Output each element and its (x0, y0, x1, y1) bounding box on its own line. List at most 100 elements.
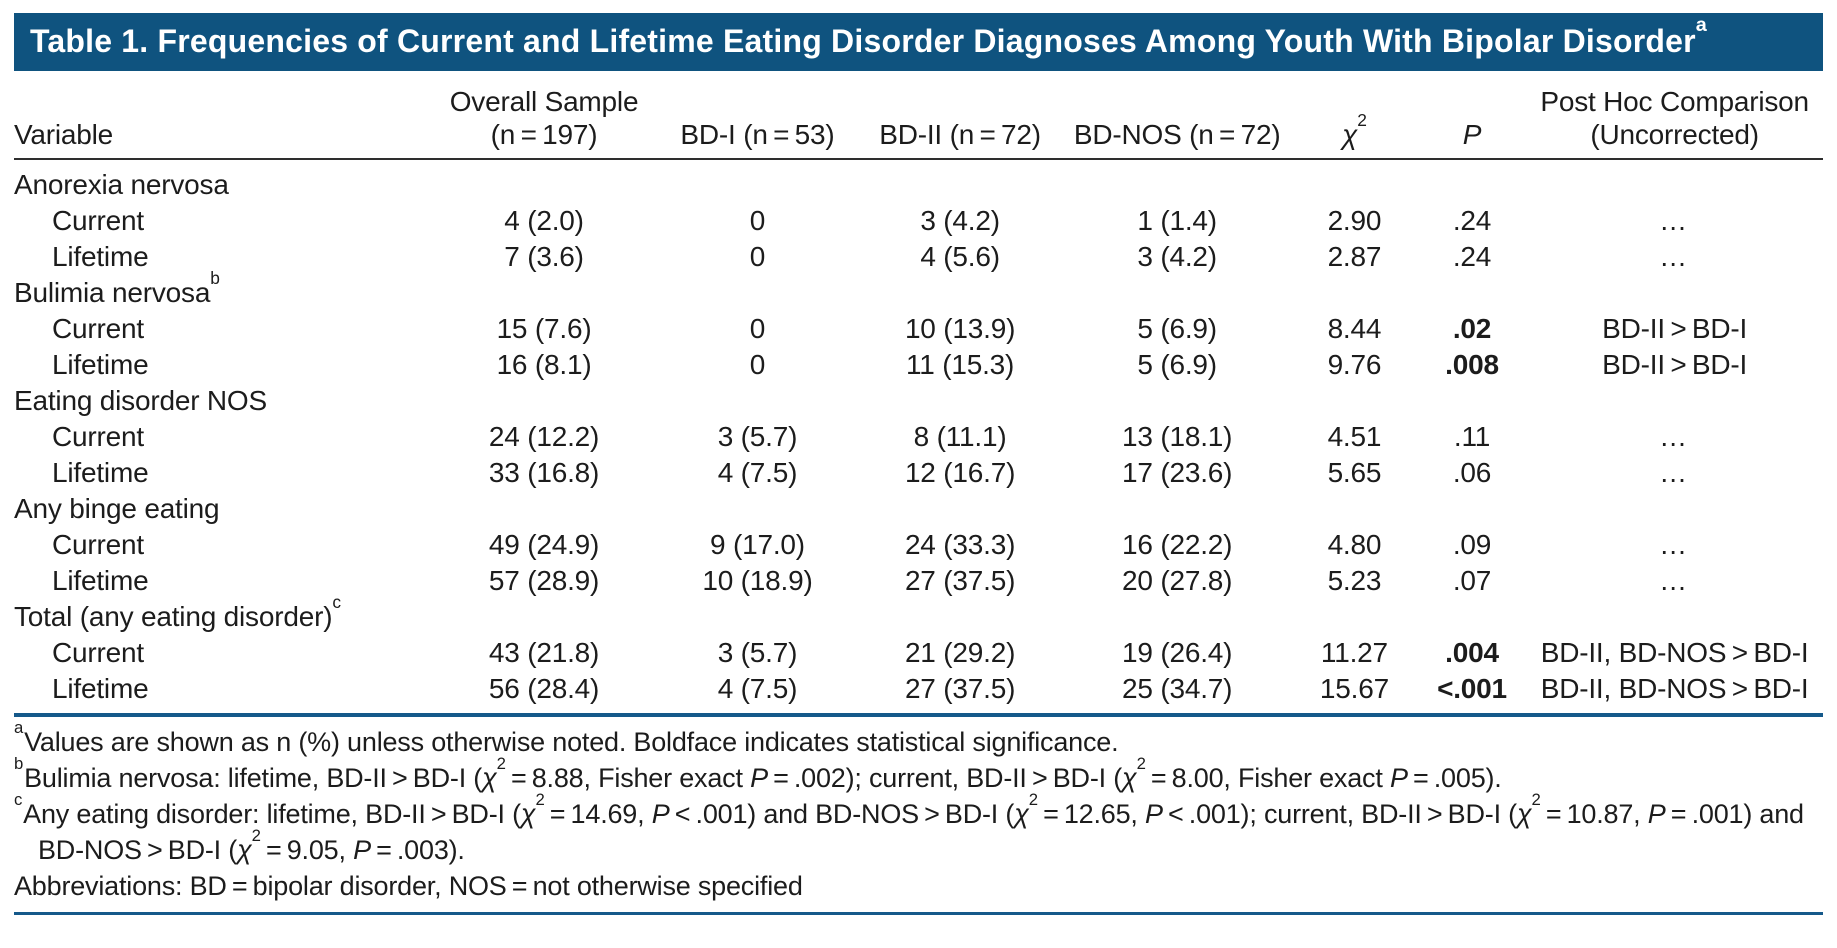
footnotes: aValues are shown as n (%) unless otherw… (14, 713, 1823, 904)
section-label: Anorexia nervosa (14, 169, 229, 200)
table-row: Lifetime 7 (3.6) 0 4 (5.6) 3 (4.2) 2.87.24… (14, 239, 1823, 275)
value-cell-bd-i: 0 (749, 205, 766, 236)
section-label-cell: Any binge eating (14, 491, 1823, 527)
table-row: Lifetime 33 (16.8) 4 (7.5) 12 (16.7) 17 (23.… (14, 455, 1823, 491)
ellipsis: … (1659, 529, 1691, 560)
value-cell-overall-sample: 24 (12.2) (488, 421, 600, 452)
value-cell-bd-i: 10 (18.9) (702, 565, 813, 596)
value-cell-p-value: <.001 (1437, 673, 1507, 704)
value-cell-bd-i: 9 (17.0) (710, 529, 805, 560)
footnote-text: Any eating disorder: lifetime, BD-II > B… (23, 790, 1804, 865)
frequencies-table: Variable Overall Sample (n = 197) BD-I (n =… (14, 85, 1823, 707)
table-row: Current 49 (24.9) 9 (17.0) 24 (33.3) 16 (22.… (14, 527, 1823, 563)
value-cell-post-hoc: … (1526, 419, 1823, 455)
value-cell-p-value: .24 (1452, 241, 1492, 272)
value-cell-p-value: .11 (1453, 421, 1491, 452)
row-label-cell: Current (52, 313, 144, 344)
value-cell-overall-sample: 49 (24.9) (488, 529, 600, 560)
value-cell-bd-nos: 16 (22.2) (1122, 529, 1233, 560)
value-cell-p-value: .09 (1452, 529, 1492, 560)
value-cell-p-value: .02 (1452, 313, 1492, 344)
col-header-line2: BD-II (n = 72) (879, 119, 1041, 150)
row-label-cell: Current (52, 529, 144, 560)
value-cell-bd-i: 4 (7.5) (717, 457, 798, 488)
value-cell-chi-square: 8.44 (1327, 313, 1382, 344)
value-cell-overall-sample: 4 (2.0) (504, 205, 584, 236)
value-cell-bd-ii: 12 (16.7) (904, 457, 1016, 488)
value-cell-chi-square: 2.87 (1327, 241, 1382, 272)
value-cell-overall-sample: 33 (16.8) (488, 457, 600, 488)
value-cell-bd-ii: 10 (13.9) (904, 313, 1016, 344)
footnote-text: Abbreviations: BD = bipolar disorder, NO… (14, 871, 803, 901)
value-cell-chi-square: 4.51 (1327, 421, 1382, 452)
value-cell-bd-nos: 1 (1.4) (1137, 205, 1217, 236)
section-label: Total (any eating disorder) (14, 601, 333, 632)
col-header-line2: Variable (14, 119, 114, 150)
value-cell-bd-ii: 21 (29.2) (904, 637, 1016, 668)
value-cell-bd-i: 0 (749, 349, 766, 380)
col-header-post-hoc: Post Hoc Comparison (Uncorrected) (1526, 85, 1823, 160)
value-cell-post-hoc: … (1526, 203, 1823, 239)
footnote-a: aValues are shown as n (%) unless otherw… (14, 720, 1823, 760)
table-title: Table 1. Frequencies of Current and Life… (30, 23, 1696, 59)
value-cell-post-hoc: BD-II > BD-I (1602, 313, 1748, 344)
bottom-rule (14, 912, 1823, 915)
section-footnote-marker: b (210, 267, 220, 288)
col-header-variable: Variable (14, 85, 431, 160)
col-header-overall-sample: Overall Sample (n = 197) (430, 85, 658, 160)
value-cell-bd-ii: 27 (37.5) (904, 565, 1016, 596)
col-header-bd-i: BD-I (n = 53) (657, 85, 857, 160)
section-label-cell: Anorexia nervosa (14, 159, 1823, 203)
value-cell-chi-square: 11.27 (1320, 637, 1388, 668)
table-row: Lifetime 16 (8.1) 0 11 (15.3) 5 (6.9) 9.76 .00… (14, 347, 1823, 383)
value-cell-chi-square: 5.23 (1327, 565, 1382, 596)
footnote-marker: a (14, 718, 24, 738)
footnote-marker: c (14, 790, 23, 810)
value-cell-chi-square: 2.90 (1327, 205, 1382, 236)
value-cell-overall-sample: 56 (28.4) (488, 673, 600, 704)
value-cell-bd-i: 0 (749, 313, 766, 344)
section-footnote-marker: c (332, 591, 341, 612)
table-row: Current 15 (7.6) 0 10 (13.9) 5 (6.9) 8.44 .02 B… (14, 311, 1823, 347)
col-header-line2: (Uncorrected) (1590, 119, 1759, 150)
row-label-cell: Current (52, 637, 144, 668)
value-cell-bd-nos: 20 (27.8) (1122, 565, 1233, 596)
col-header-bd-nos: BD-NOS (n = 72) (1063, 85, 1292, 160)
col-header-line2: P (1462, 119, 1482, 150)
row-label-cell: Lifetime (52, 457, 149, 488)
col-header-line2: BD-NOS (n = 72) (1073, 119, 1281, 150)
value-cell-bd-nos: 13 (18.1) (1122, 421, 1233, 452)
section-label: Bulimia nervosa (14, 277, 211, 308)
value-cell-overall-sample: 15 (7.6) (496, 313, 592, 344)
value-cell-bd-ii: 3 (4.2) (920, 205, 1000, 236)
row-label-cell: Lifetime (52, 241, 149, 272)
footnote-marker: b (14, 754, 24, 774)
value-cell-bd-ii: 27 (37.5) (904, 673, 1016, 704)
ellipsis: … (1659, 421, 1691, 452)
footnote-text: Bulimia nervosa: lifetime, BD-II > BD-I … (24, 754, 1502, 793)
ellipsis: … (1659, 241, 1691, 272)
value-cell-post-hoc: … (1526, 563, 1823, 599)
col-header-line2: χ2 (1342, 109, 1367, 150)
value-cell-chi-square: 9.76 (1327, 349, 1382, 380)
section-label-cell: Bulimia nervosab (14, 269, 1823, 311)
col-header-line1: Overall Sample (449, 86, 639, 117)
row-label-cell: Current (52, 421, 144, 452)
row-label-cell: Current (52, 205, 144, 236)
value-cell-post-hoc: BD-II, BD-NOS > BD-I (1540, 637, 1809, 668)
table-body: Anorexia nervosa Current 4 (2.0) 0 3 (4.2) 1 … (14, 159, 1823, 707)
value-cell-p-value: .004 (1445, 637, 1499, 668)
section-label: Any binge eating (14, 493, 220, 524)
footnote-text: Values are shown as n (%) unless otherwi… (24, 727, 1119, 757)
row-label-cell: Lifetime (52, 565, 149, 596)
col-header-chi-square: χ2 (1291, 85, 1418, 160)
table-row: Current 24 (12.2) 3 (5.7) 8 (11.1) 13 (18.1)… (14, 419, 1823, 455)
table-title-bar: Table 1. Frequencies of Current and Life… (14, 13, 1823, 71)
value-cell-bd-ii: 8 (11.1) (913, 421, 1007, 452)
section-label-cell: Eating disorder NOS (14, 383, 1823, 419)
value-cell-chi-square: 5.65 (1327, 457, 1382, 488)
col-header-bd-ii: BD-II (n = 72) (856, 85, 1064, 160)
value-cell-bd-i: 4 (7.5) (717, 673, 798, 704)
row-label-cell: Lifetime (52, 673, 149, 704)
value-cell-post-hoc: … (1526, 239, 1823, 275)
